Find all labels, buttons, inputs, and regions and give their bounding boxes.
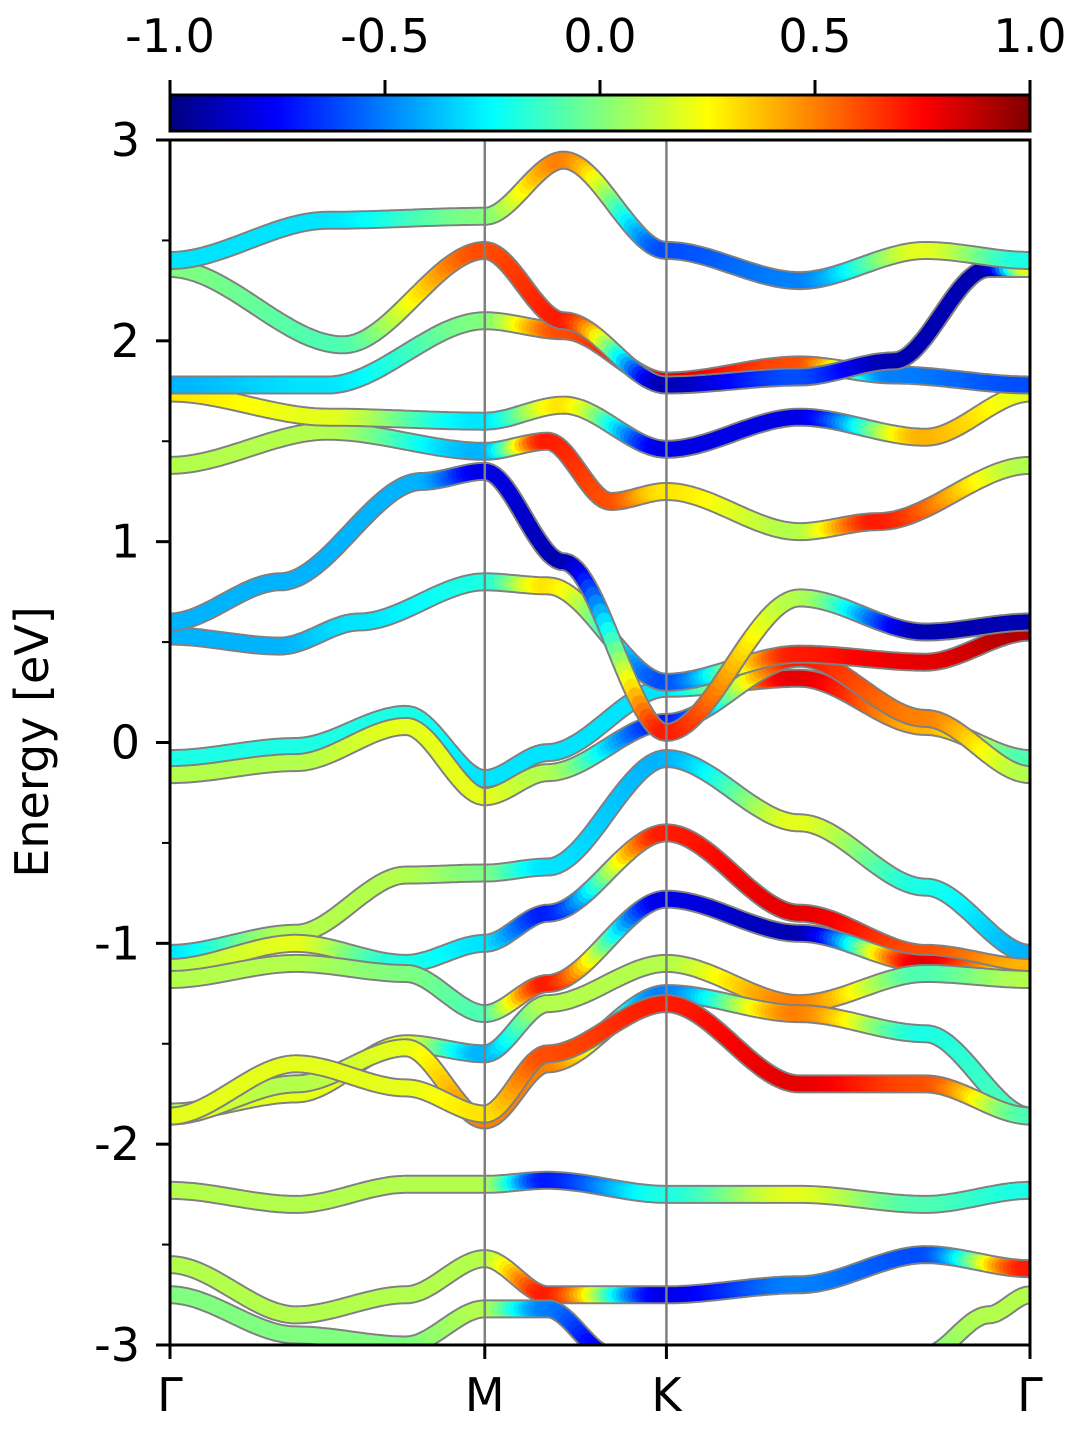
- band-17-segment: [588, 1340, 604, 1345]
- y-axis-title: Energy [eV]: [5, 606, 59, 877]
- high-symmetry-lines: [483, 140, 668, 1345]
- band-4: [170, 421, 1030, 542]
- band-17: [170, 1285, 611, 1356]
- colorbar-tick-label-2: 0.0: [563, 9, 636, 63]
- band-17-segment: [594, 1343, 604, 1345]
- x-tick-label-3: Γ: [1017, 1368, 1043, 1422]
- x-tick-label-0: Γ: [157, 1368, 183, 1422]
- colorbar-ticks: -1.0 -0.5 0.0 0.5 1.0: [125, 9, 1067, 95]
- band-9-outline: [170, 749, 1030, 963]
- colorbar: -1.0 -0.5 0.0 0.5 1.0: [125, 9, 1067, 133]
- colorbar-tick-label-3: 0.5: [778, 9, 851, 63]
- band-18-segment: [929, 1353, 933, 1354]
- band-7: [170, 241, 1030, 395]
- y-tick-label-2: 1: [111, 515, 140, 569]
- y-axis-ticks: 3 2 1 0 -1 -2 -3: [94, 113, 170, 1372]
- band-15: [170, 1170, 1030, 1214]
- colorbar-tick-label-4: 1.0: [993, 9, 1066, 63]
- bands: [170, 150, 1030, 1356]
- band-18-segment: [933, 1341, 948, 1345]
- y-tick-label-4: -1: [94, 916, 140, 970]
- colorbar-tick-label-1: -0.5: [340, 9, 430, 63]
- x-tick-label-1: M: [465, 1368, 505, 1422]
- band-18-segment: [933, 1343, 941, 1345]
- band-14: [170, 994, 1030, 1126]
- colorbar-tick-label-0: -1.0: [125, 9, 215, 63]
- band-8: [170, 150, 1030, 291]
- y-tick-label-6: -3: [94, 1318, 140, 1372]
- y-tick-label-3: 0: [111, 716, 140, 770]
- colorbar-gradient: [168, 93, 1032, 133]
- band-2: [170, 572, 1030, 692]
- band-16: [170, 1245, 1030, 1325]
- x-tick-label-2: K: [651, 1368, 683, 1422]
- band-10: [170, 823, 1030, 977]
- y-tick-label-1: 2: [111, 314, 140, 368]
- plot-area: 3 2 1 0 -1 -2 -3 Γ M K Γ Energy [eV]: [5, 113, 1043, 1422]
- band-17-segment: [603, 1353, 607, 1354]
- band-18: [928, 1285, 1030, 1354]
- y-tick-label-0: 3: [111, 113, 140, 167]
- y-tick-label-5: -2: [94, 1117, 140, 1171]
- band-17-segment: [607, 1355, 611, 1356]
- band-9: [170, 749, 1030, 963]
- band-3: [170, 461, 1030, 742]
